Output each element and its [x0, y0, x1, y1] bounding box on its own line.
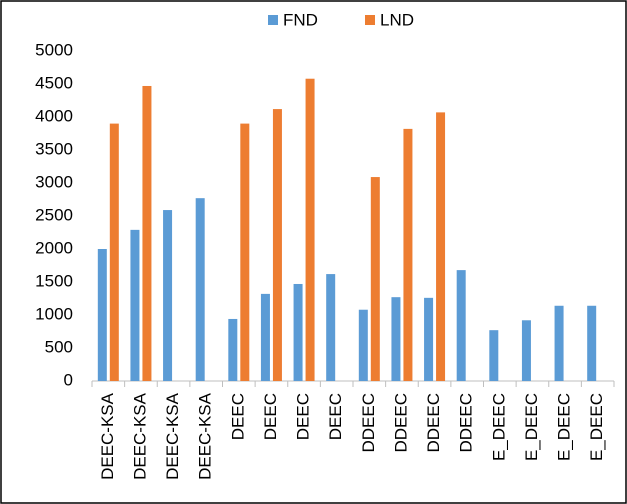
bar	[240, 123, 250, 381]
bar	[326, 274, 336, 381]
bar	[489, 330, 499, 381]
y-tick-label: 4500	[35, 73, 73, 92]
x-tick-label: DDEEC	[391, 393, 410, 453]
x-tick-label: E_DEEC	[522, 393, 541, 461]
bar	[370, 177, 380, 381]
bar	[130, 229, 140, 381]
bar	[163, 210, 173, 381]
x-tick-label: E_DEEC	[555, 393, 574, 461]
y-tick-label: 3500	[35, 139, 73, 158]
legend-swatch	[268, 15, 278, 25]
x-tick-label: DEEC-KSA	[98, 392, 117, 480]
bar	[456, 270, 466, 381]
bar	[424, 297, 434, 381]
bar	[272, 109, 282, 381]
x-tick-label: DEEC	[261, 393, 280, 440]
bar	[97, 249, 107, 381]
bar	[358, 309, 368, 381]
bar	[260, 293, 270, 381]
x-tick-label: DEEC-KSA	[163, 392, 182, 480]
bar	[195, 198, 205, 381]
x-tick-label: DDEEC	[424, 393, 443, 453]
bar	[403, 128, 413, 381]
bar	[521, 320, 531, 381]
bar	[554, 305, 564, 381]
bar	[305, 78, 315, 381]
x-tick-label: E_DEEC	[587, 393, 606, 461]
y-tick-label: 1500	[35, 271, 73, 290]
y-tick-label: 3000	[35, 172, 73, 191]
x-tick-label: DDEEC	[457, 393, 476, 453]
x-tick-label: DEEC	[228, 393, 247, 440]
bar	[391, 297, 401, 381]
x-tick-label: DEEC	[294, 393, 313, 440]
y-tick-label: 1000	[35, 304, 73, 323]
y-tick-label: 500	[45, 337, 73, 356]
legend-label: LND	[380, 10, 414, 29]
legend-label: FND	[283, 10, 318, 29]
y-tick-label: 2500	[35, 205, 73, 224]
x-tick-label: E_DEEC	[489, 393, 508, 461]
y-tick-label: 0	[64, 370, 73, 389]
bar	[293, 283, 303, 381]
x-tick-label: DEEC-KSA	[196, 392, 215, 480]
y-tick-label: 2000	[35, 238, 73, 257]
y-tick-label: 5000	[35, 40, 73, 59]
x-tick-label: DEEC-KSA	[130, 392, 149, 480]
bar	[587, 305, 597, 381]
x-tick-label: DEEC	[326, 393, 345, 440]
bar	[228, 318, 238, 381]
bar	[142, 85, 152, 381]
bar	[109, 123, 119, 381]
y-tick-label: 4000	[35, 106, 73, 125]
bar	[436, 112, 446, 381]
x-tick-label: DDEEC	[359, 393, 378, 453]
legend-swatch	[365, 15, 375, 25]
